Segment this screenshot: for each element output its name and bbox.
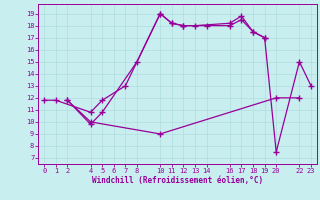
X-axis label: Windchill (Refroidissement éolien,°C): Windchill (Refroidissement éolien,°C): [92, 176, 263, 185]
